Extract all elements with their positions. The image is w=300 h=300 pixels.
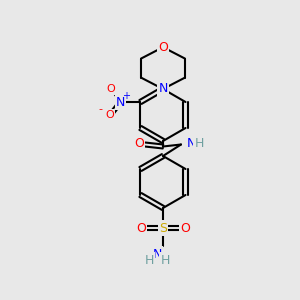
Text: N: N (158, 82, 168, 95)
Text: N: N (116, 95, 125, 109)
Text: O: O (180, 221, 190, 235)
Text: H: H (144, 254, 154, 266)
Text: H: H (160, 254, 170, 266)
Text: S: S (159, 221, 167, 235)
Text: H: H (194, 137, 204, 150)
Text: +: + (122, 91, 130, 101)
Text: N: N (152, 248, 162, 260)
Text: O: O (136, 221, 146, 235)
Text: O: O (158, 41, 168, 54)
Text: N: N (186, 137, 196, 150)
Text: O: O (106, 84, 115, 94)
Text: -: - (98, 104, 103, 114)
Text: O: O (105, 110, 114, 120)
Text: O: O (134, 137, 144, 150)
